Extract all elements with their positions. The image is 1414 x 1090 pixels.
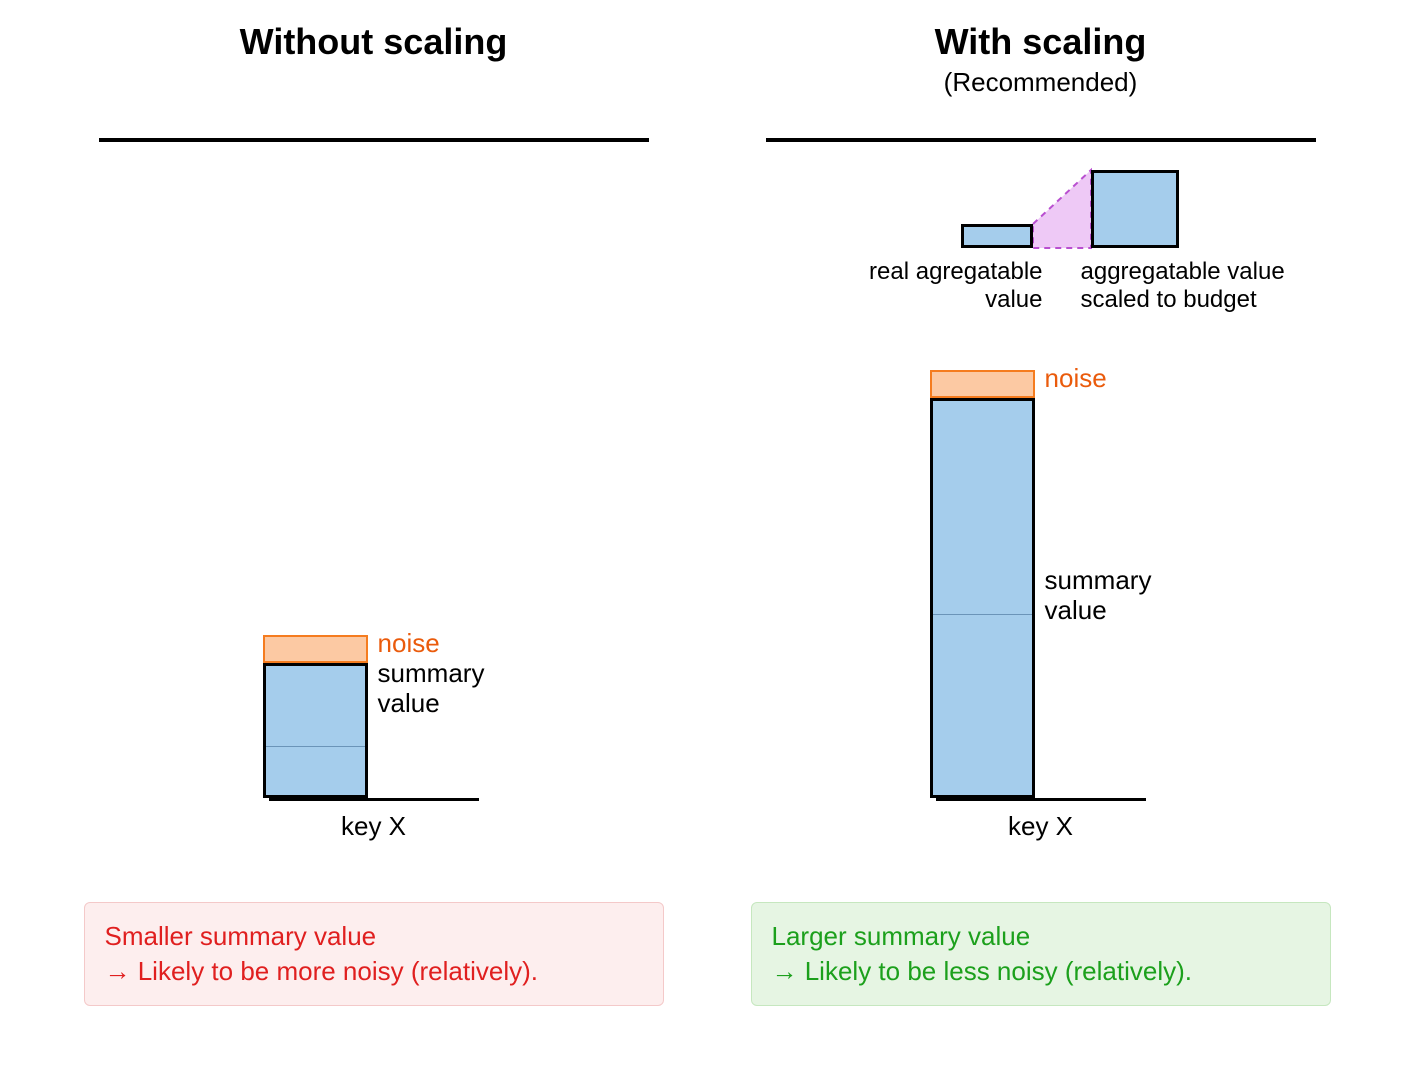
- left-side-labels: noise summary value: [378, 629, 485, 798]
- left-value-label-1: summary: [378, 659, 485, 689]
- left-value-tick: [266, 746, 365, 747]
- right-callout: Larger summary value → Likely to be less…: [751, 902, 1331, 1006]
- left-divider: [99, 138, 649, 142]
- right-x-label: key X: [1008, 811, 1073, 842]
- legend-left-label-2: value: [823, 286, 1043, 314]
- right-value-box: [930, 398, 1035, 798]
- left-x-label: key X: [341, 811, 406, 842]
- scaling-legend: real agregatable value aggregatable valu…: [861, 162, 1221, 342]
- right-bar-stack: [930, 370, 1035, 798]
- left-callout-line2: → Likely to be more noisy (relatively).: [105, 954, 643, 989]
- right-legend: real agregatable value aggregatable valu…: [737, 162, 1344, 362]
- right-callout-line1: Larger summary value: [772, 919, 1310, 954]
- left-bar-group: noise summary value: [263, 629, 485, 798]
- right-value-label-1: summary: [1045, 566, 1152, 596]
- legend-right-label-2: scaled to budget: [1081, 286, 1341, 314]
- left-title: Without scaling: [240, 20, 508, 63]
- column-with-scaling: With scaling (Recommended) real agregata…: [707, 20, 1374, 1070]
- legend-left-label-1: real agregatable: [823, 258, 1043, 286]
- right-bar-group: noise summary value: [930, 364, 1152, 798]
- left-noise-label: noise: [378, 629, 485, 659]
- right-baseline: [936, 798, 1146, 801]
- legend-right-label: aggregatable value scaled to budget: [1081, 258, 1341, 313]
- right-callout-line2: → Likely to be less noisy (relatively).: [772, 954, 1310, 989]
- right-chart: noise summary value key X: [737, 362, 1344, 842]
- right-side-labels: noise summary value: [1045, 364, 1152, 798]
- right-noise-label: noise: [1045, 364, 1152, 394]
- legend-scaled-value-box: [1091, 170, 1179, 248]
- right-noise-box: [930, 370, 1035, 398]
- column-without-scaling: Without scaling noise summary va: [40, 20, 707, 1070]
- right-divider: [766, 138, 1316, 142]
- left-baseline: [269, 798, 479, 801]
- right-subtitle: (Recommended): [935, 67, 1147, 98]
- left-noise-box: [263, 635, 368, 663]
- right-value-label-2: value: [1045, 596, 1152, 626]
- left-legend-placeholder: [70, 162, 677, 362]
- legend-right-label-1: aggregatable value: [1081, 258, 1341, 286]
- right-header: With scaling (Recommended): [935, 20, 1147, 130]
- right-chart-wrap: noise summary value key X: [930, 364, 1152, 842]
- right-title: With scaling: [935, 20, 1147, 63]
- legend-real-value-box: [961, 224, 1033, 248]
- left-chart-wrap: noise summary value key X: [263, 629, 485, 842]
- diagram-root: Without scaling noise summary va: [40, 20, 1374, 1070]
- legend-left-label: real agregatable value: [823, 258, 1043, 313]
- left-value-label-2: value: [378, 689, 485, 719]
- left-value-box: [263, 663, 368, 798]
- left-bar-stack: [263, 635, 368, 798]
- right-value-tick: [933, 614, 1032, 615]
- left-header: Without scaling: [240, 20, 508, 130]
- left-callout-line1: Smaller summary value: [105, 919, 643, 954]
- left-callout: Smaller summary value → Likely to be mor…: [84, 902, 664, 1006]
- left-chart: noise summary value key X: [70, 362, 677, 842]
